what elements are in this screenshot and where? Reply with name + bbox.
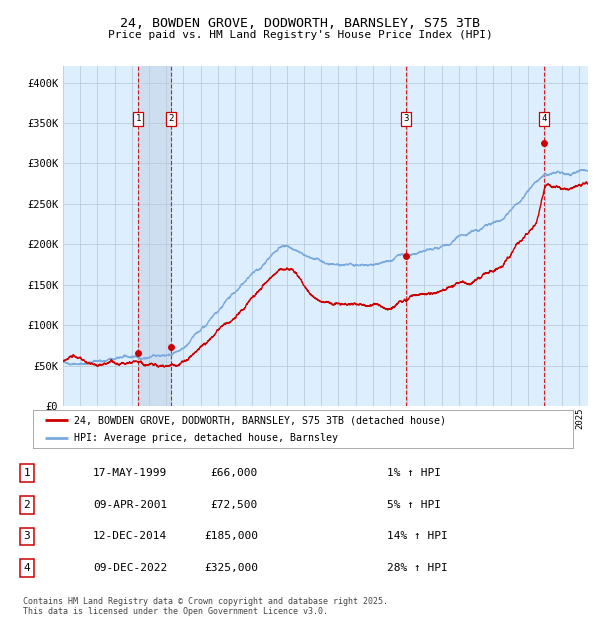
Text: £66,000: £66,000	[211, 468, 258, 478]
Text: 12-DEC-2014: 12-DEC-2014	[93, 531, 167, 541]
Text: 24, BOWDEN GROVE, DODWORTH, BARNSLEY, S75 3TB (detached house): 24, BOWDEN GROVE, DODWORTH, BARNSLEY, S7…	[74, 415, 445, 425]
Text: 09-DEC-2022: 09-DEC-2022	[93, 563, 167, 573]
Text: 09-APR-2001: 09-APR-2001	[93, 500, 167, 510]
Text: 2: 2	[23, 500, 31, 510]
Text: 17-MAY-1999: 17-MAY-1999	[93, 468, 167, 478]
Bar	[138, 66, 171, 406]
Text: 4: 4	[23, 563, 31, 573]
Text: 3: 3	[404, 115, 409, 123]
Text: 4: 4	[541, 115, 547, 123]
Text: Price paid vs. HM Land Registry's House Price Index (HPI): Price paid vs. HM Land Registry's House …	[107, 30, 493, 40]
Text: 3: 3	[23, 531, 31, 541]
Text: 1% ↑ HPI: 1% ↑ HPI	[387, 468, 441, 478]
Text: 5% ↑ HPI: 5% ↑ HPI	[387, 500, 441, 510]
Text: Contains HM Land Registry data © Crown copyright and database right 2025.
This d: Contains HM Land Registry data © Crown c…	[23, 597, 388, 616]
Text: £325,000: £325,000	[204, 563, 258, 573]
Text: 28% ↑ HPI: 28% ↑ HPI	[387, 563, 448, 573]
Text: 24, BOWDEN GROVE, DODWORTH, BARNSLEY, S75 3TB: 24, BOWDEN GROVE, DODWORTH, BARNSLEY, S7…	[120, 17, 480, 30]
Text: 2: 2	[168, 115, 173, 123]
Text: 14% ↑ HPI: 14% ↑ HPI	[387, 531, 448, 541]
Text: HPI: Average price, detached house, Barnsley: HPI: Average price, detached house, Barn…	[74, 433, 337, 443]
Text: £185,000: £185,000	[204, 531, 258, 541]
Text: £72,500: £72,500	[211, 500, 258, 510]
Text: 1: 1	[136, 115, 141, 123]
Text: 1: 1	[23, 468, 31, 478]
